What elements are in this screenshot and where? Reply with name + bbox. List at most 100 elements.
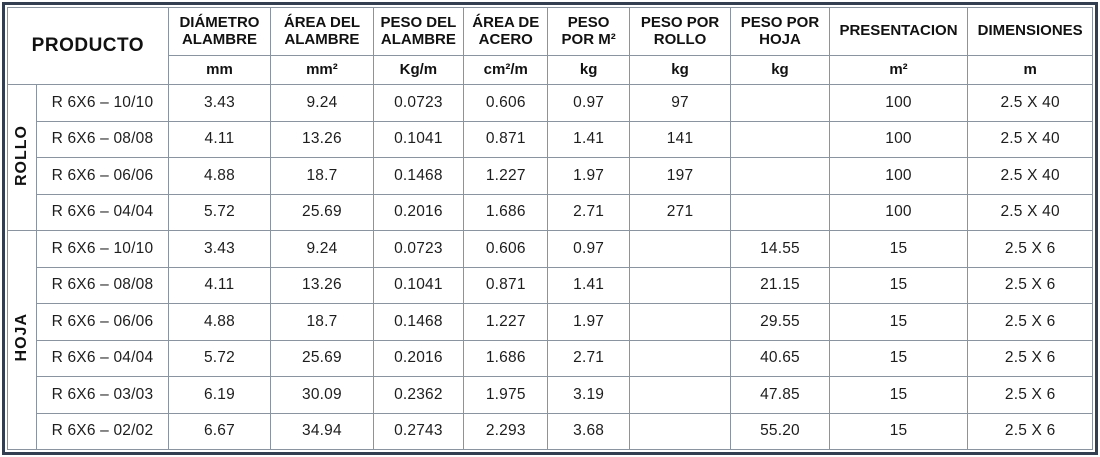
product-name-cell: R 6X6 – 08/08 xyxy=(36,120,169,158)
value-cell: 0.1468 xyxy=(372,157,465,195)
value-cell xyxy=(628,339,732,377)
unit-area-de-acero: cm²/m xyxy=(463,55,549,85)
value-cell: 25.69 xyxy=(270,339,374,377)
value-cell: 0.606 xyxy=(463,84,549,122)
value-cell: 13.26 xyxy=(270,266,374,304)
value-cell: 4.88 xyxy=(167,157,272,195)
value-cell: 0.0723 xyxy=(372,84,465,122)
value-cell: 100 xyxy=(828,120,969,158)
header-producto: PRODUCTO xyxy=(7,7,169,85)
value-cell: 0.871 xyxy=(463,266,549,304)
value-cell: 15 xyxy=(828,230,969,268)
unit-peso-por-m2: kg xyxy=(547,55,630,85)
value-cell: 0.0723 xyxy=(372,230,465,268)
header-row-units: mm mm² Kg/m cm²/m kg kg kg m² m xyxy=(8,55,1093,85)
unit-diametro-alambre: mm xyxy=(167,55,272,85)
value-cell xyxy=(628,303,732,341)
unit-peso-por-rollo: kg xyxy=(628,55,732,85)
value-cell: 9.24 xyxy=(270,84,374,122)
unit-peso-por-hoja: kg xyxy=(730,55,830,85)
value-cell: 6.19 xyxy=(167,376,272,414)
value-cell: 4.88 xyxy=(167,303,272,341)
value-cell: 4.11 xyxy=(167,266,272,304)
value-cell xyxy=(628,376,732,414)
product-name-cell: R 6X6 – 06/06 xyxy=(36,157,169,195)
value-cell: 2.5 X 40 xyxy=(967,157,1093,195)
product-name-cell: R 6X6 – 04/04 xyxy=(36,193,169,231)
product-spec-table: PRODUCTO DIÁMETRO ALAMBRE ÁREA DEL ALAMB… xyxy=(6,7,1093,450)
header-dimensiones: DIMENSIONES xyxy=(967,7,1093,56)
product-name-cell: R 6X6 – 06/06 xyxy=(36,303,169,341)
value-cell: 100 xyxy=(828,84,969,122)
value-cell: 0.606 xyxy=(463,230,549,268)
product-name-cell: R 6X6 – 10/10 xyxy=(36,230,169,268)
value-cell: 1.686 xyxy=(463,339,549,377)
value-cell: 2.5 X 6 xyxy=(967,376,1093,414)
header-area-de-acero: ÁREA DE ACERO xyxy=(463,7,549,56)
value-cell: 3.19 xyxy=(547,376,630,414)
value-cell: 97 xyxy=(628,84,732,122)
value-cell xyxy=(730,84,830,122)
value-cell: 1.686 xyxy=(463,193,549,231)
value-cell: 2.293 xyxy=(463,412,549,450)
value-cell: 197 xyxy=(628,157,732,195)
value-cell xyxy=(730,120,830,158)
value-cell: 2.5 X 6 xyxy=(967,303,1093,341)
value-cell: 0.2016 xyxy=(372,193,465,231)
value-cell: 30.09 xyxy=(270,376,374,414)
value-cell: 100 xyxy=(828,157,969,195)
table-body: ROLLO R 6X6 – 10/10 3.43 9.24 0.0723 0.606 0.9… xyxy=(6,84,1093,450)
value-cell: 21.15 xyxy=(730,266,830,304)
value-cell: 2.5 X 6 xyxy=(967,412,1093,450)
value-cell: 47.85 xyxy=(730,376,830,414)
value-cell: 2.5 X 40 xyxy=(967,120,1093,158)
header-peso-del-alambre: PESO DEL ALAMBRE xyxy=(372,7,465,56)
table-row: R 6X6 – 08/08 4.11 13.26 0.1041 0.871 1.41 141… xyxy=(8,120,1093,158)
value-cell: 18.7 xyxy=(270,157,374,195)
value-cell: 2.71 xyxy=(547,339,630,377)
table-row: R 6X6 – 04/04 5.72 25.69 0.2016 1.686 2.71 40.… xyxy=(8,339,1093,377)
product-name-cell: R 6X6 – 10/10 xyxy=(36,84,169,122)
value-cell: 15 xyxy=(828,339,969,377)
value-cell: 9.24 xyxy=(270,230,374,268)
table-row: R 6X6 – 06/06 4.88 18.7 0.1468 1.227 1.97 29.5… xyxy=(8,303,1093,341)
value-cell: 0.97 xyxy=(547,230,630,268)
value-cell: 14.55 xyxy=(730,230,830,268)
value-cell: 15 xyxy=(828,412,969,450)
value-cell: 55.20 xyxy=(730,412,830,450)
value-cell: 15 xyxy=(828,376,969,414)
value-cell: 1.97 xyxy=(547,157,630,195)
product-name-cell: R 6X6 – 03/03 xyxy=(36,376,169,414)
value-cell: 13.26 xyxy=(270,120,374,158)
value-cell: 4.11 xyxy=(167,120,272,158)
value-cell: 3.68 xyxy=(547,412,630,450)
header-area-del-alambre: ÁREA DEL ALAMBRE xyxy=(270,7,374,56)
table-row: R 6X6 – 03/03 6.19 30.09 0.2362 1.975 3.19 47.… xyxy=(8,376,1093,414)
value-cell: 1.97 xyxy=(547,303,630,341)
unit-dimensiones: m xyxy=(967,55,1093,85)
group-label-text: ROLLO xyxy=(13,124,31,186)
value-cell: 1.227 xyxy=(463,303,549,341)
value-cell: 1.41 xyxy=(547,120,630,158)
value-cell xyxy=(730,193,830,231)
group-label-hoja: HOJA xyxy=(6,230,38,450)
table-row: HOJA R 6X6 – 10/10 3.43 9.24 0.0723 0.606 0.97… xyxy=(6,230,1093,450)
header-peso-por-rollo: PESO POR ROLLO xyxy=(628,7,732,56)
value-cell: 0.2362 xyxy=(372,376,465,414)
product-name-cell: R 6X6 – 02/02 xyxy=(36,412,169,450)
header-presentacion: PRESENTACION xyxy=(828,7,969,56)
value-cell: 25.69 xyxy=(270,193,374,231)
value-cell: 0.1468 xyxy=(372,303,465,341)
header-peso-por-m2: PESO POR M² xyxy=(547,7,630,56)
value-cell: 29.55 xyxy=(730,303,830,341)
value-cell: 2.5 X 40 xyxy=(967,193,1093,231)
header-diametro-alambre: DIÁMETRO ALAMBRE xyxy=(167,7,272,56)
unit-peso-del-alambre: Kg/m xyxy=(372,55,465,85)
value-cell: 0.1041 xyxy=(372,120,465,158)
table-header: PRODUCTO DIÁMETRO ALAMBRE ÁREA DEL ALAMB… xyxy=(7,7,1093,85)
unit-presentacion: m² xyxy=(828,55,969,85)
value-cell: 2.71 xyxy=(547,193,630,231)
value-cell: 2.5 X 6 xyxy=(967,339,1093,377)
value-cell: 5.72 xyxy=(167,339,272,377)
